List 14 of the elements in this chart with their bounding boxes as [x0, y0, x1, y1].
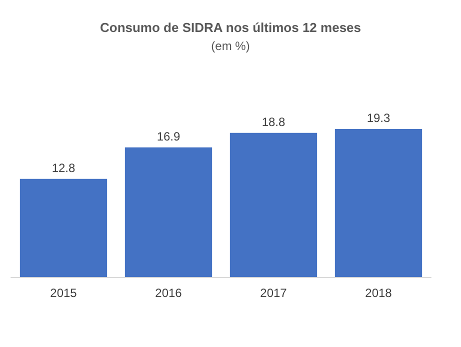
data-label: 18.8 — [262, 114, 286, 129]
data-label: 19.3 — [366, 111, 390, 126]
bar — [334, 129, 422, 277]
x-tick-label: 2016 — [155, 286, 182, 300]
bar — [230, 132, 318, 277]
data-label: 16.9 — [156, 129, 180, 144]
x-tick-label: 2018 — [365, 286, 392, 300]
chart-title: Consumo de SIDRA nos últimos 12 meses — [100, 20, 362, 35]
x-tick-label: 2017 — [260, 286, 288, 300]
data-label: 12.8 — [52, 160, 76, 175]
bar — [124, 147, 212, 277]
bar — [20, 178, 108, 277]
chart-subtitle: (em %) — [211, 39, 250, 53]
x-tick-label: 2015 — [50, 286, 78, 300]
